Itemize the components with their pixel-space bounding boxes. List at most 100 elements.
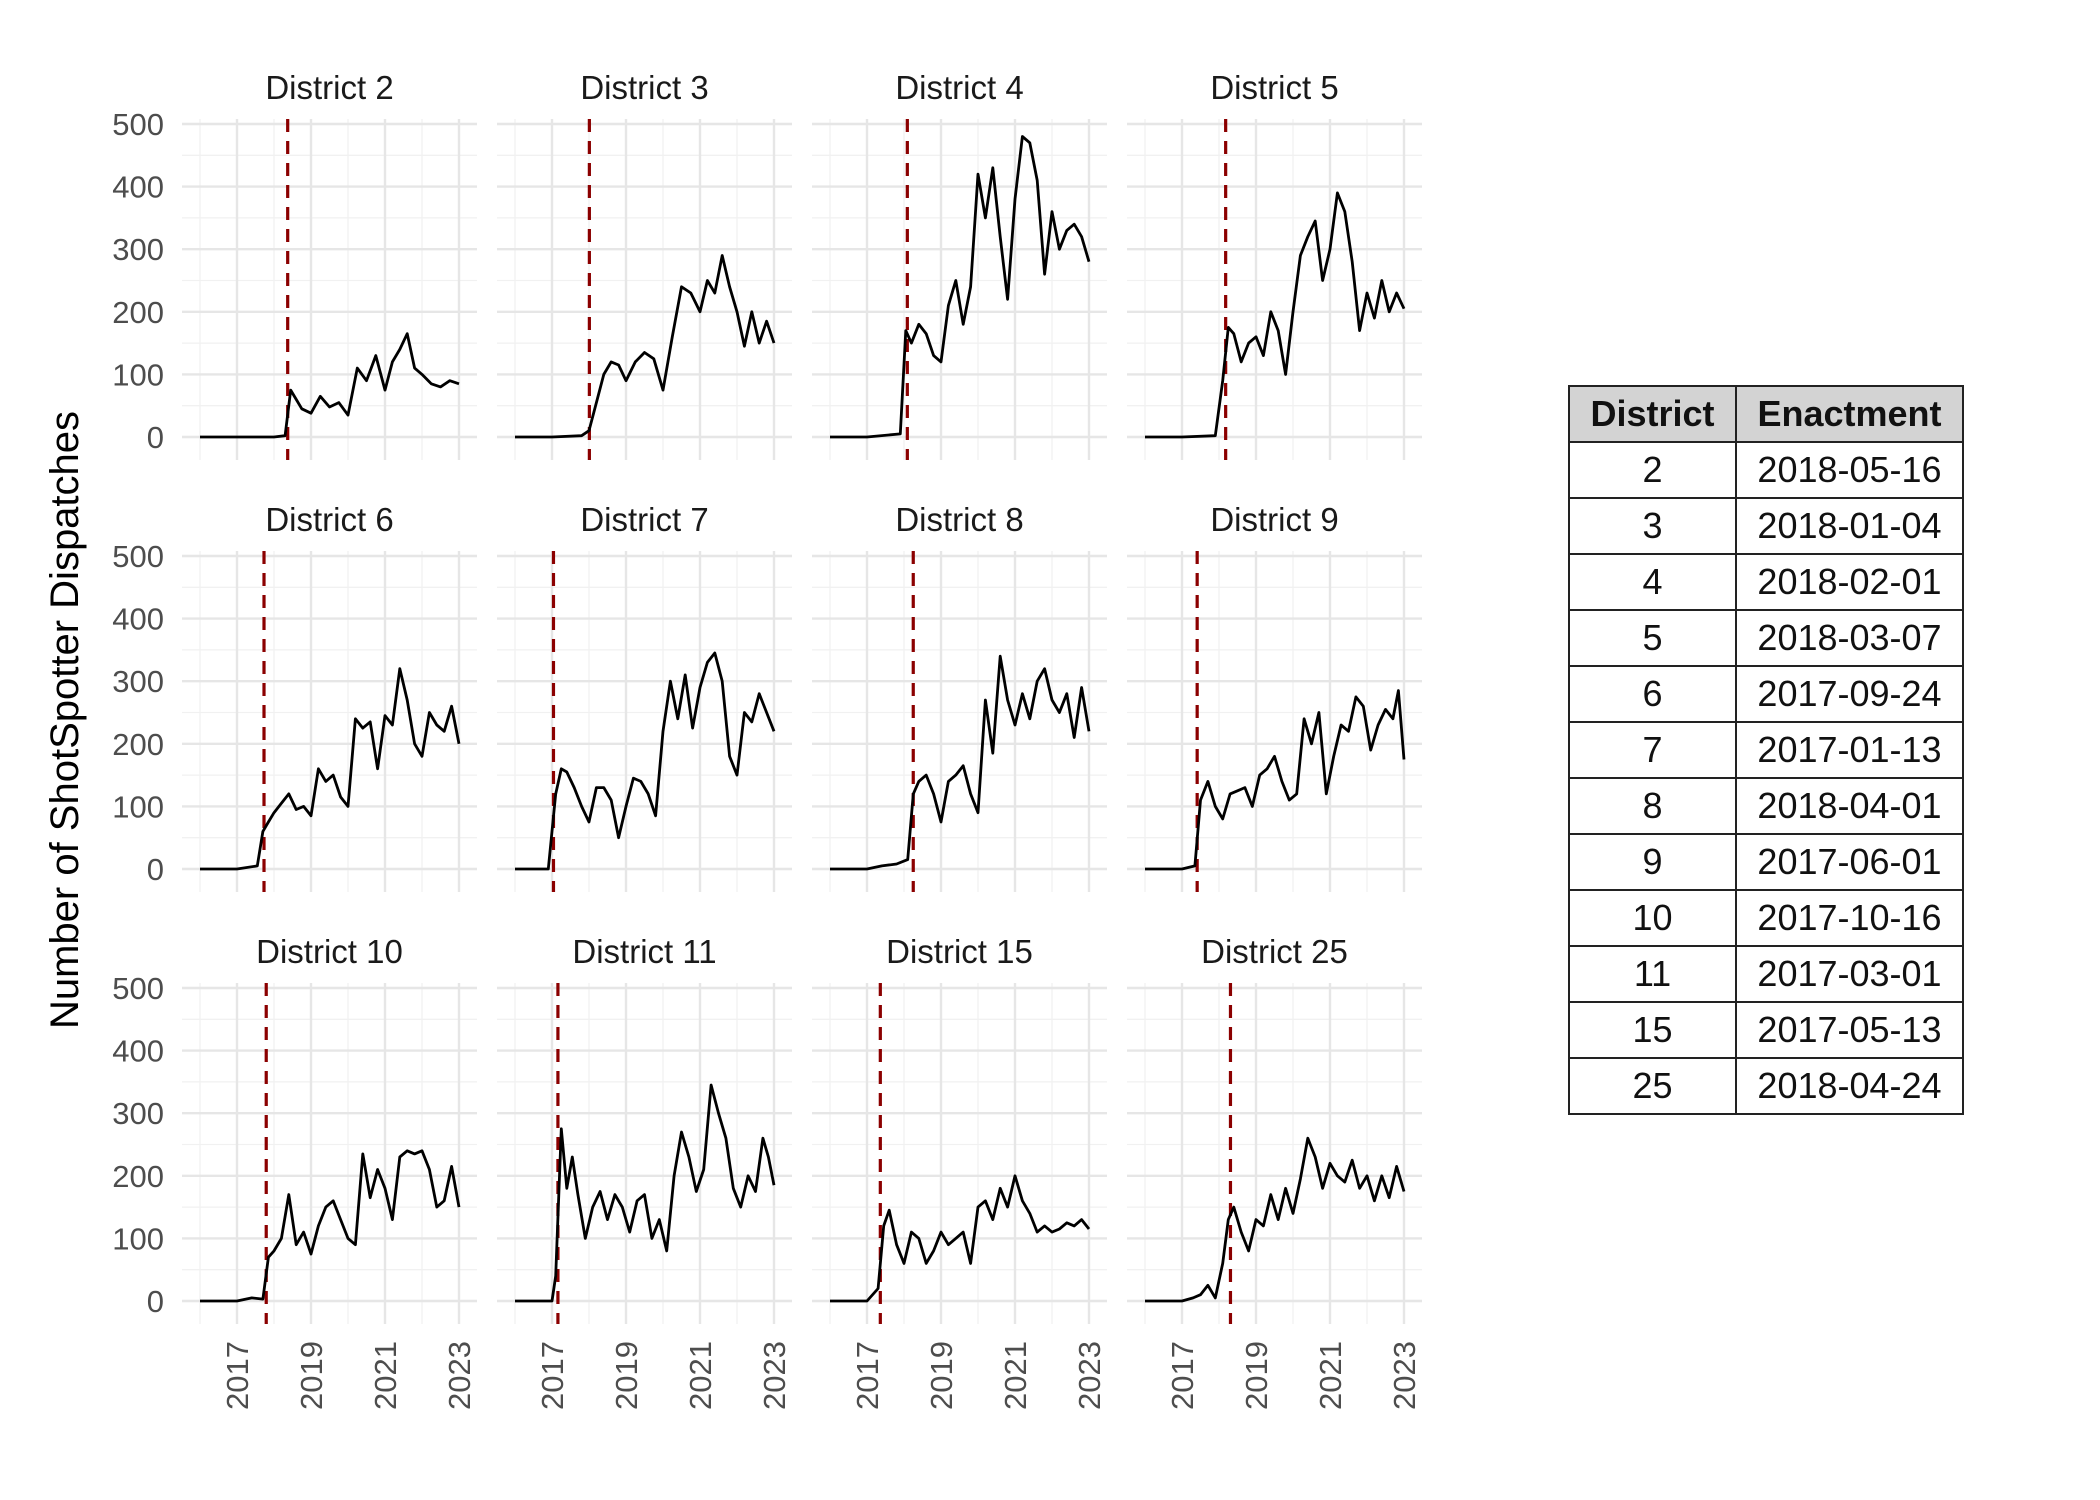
facet-panel: District 5 (1127, 69, 1422, 460)
series-line (1145, 1136, 1406, 1303)
table-cell-district: 15 (1568, 1001, 1737, 1059)
x-tick-label: 2021 (1313, 1341, 1348, 1410)
table-row: 15 2017-05-13 (1568, 1001, 1964, 1059)
x-tick-label: 2023 (1072, 1341, 1107, 1410)
facet-panel: District 25 2017 2019 2021 2023 (1127, 933, 1422, 1410)
y-tick-label: 400 (112, 170, 164, 205)
facet-panel: District 7 (497, 501, 792, 892)
series-line (200, 332, 460, 439)
y-tick-label: 400 (112, 1034, 164, 1069)
table-row: 5 2018-03-07 (1568, 609, 1964, 667)
x-tick-label: 2017 (220, 1341, 255, 1410)
panel-title: District 6 (265, 501, 393, 538)
table-cell-enactment: 2017-10-16 (1735, 889, 1964, 947)
table-row: 9 2017-06-01 (1568, 833, 1964, 891)
table-cell-district: 7 (1568, 721, 1737, 779)
series-line (830, 135, 1091, 439)
table-cell-enactment: 2017-01-13 (1735, 721, 1964, 779)
x-tick-label: 2023 (1387, 1341, 1422, 1410)
table-row: 10 2017-10-16 (1568, 889, 1964, 947)
y-tick-label: 0 (147, 1284, 164, 1319)
panel-title: District 5 (1210, 69, 1338, 106)
series-line (830, 1174, 1091, 1303)
facet-panel: District 8 (812, 501, 1107, 892)
panels-layer: District 2 0 100 200 300 400 500 District 3 Dist… (112, 69, 1422, 1410)
facet-panel: District 15 2017 2019 2021 2023 (812, 933, 1107, 1410)
table-cell-district: 8 (1568, 777, 1737, 835)
y-tick-label: 100 (112, 1221, 164, 1256)
y-tick-label: 300 (112, 232, 164, 267)
series-line (830, 654, 1091, 871)
panel-title: District 8 (895, 501, 1023, 538)
panel-title: District 15 (886, 933, 1033, 970)
x-tick-label: 2023 (442, 1341, 477, 1410)
y-tick-label: 300 (112, 664, 164, 699)
table-cell-enactment: 2018-04-01 (1735, 777, 1964, 835)
table-row: 25 2018-04-24 (1568, 1057, 1964, 1115)
y-tick-label: 500 (112, 107, 164, 142)
table-cell-district: 10 (1568, 889, 1737, 947)
series-line (200, 1149, 461, 1303)
table-cell-district: 11 (1568, 945, 1737, 1003)
facet-panel: District 3 (497, 69, 792, 460)
series-line (200, 667, 461, 871)
table-header-enactment: Enactment (1735, 385, 1964, 443)
y-tick-label: 200 (112, 295, 164, 330)
panel-title: District 4 (895, 69, 1023, 106)
table-row: 4 2018-02-01 (1568, 553, 1964, 611)
x-tick-label: 2021 (368, 1341, 403, 1410)
table-cell-district: 4 (1568, 553, 1737, 611)
table-row: 6 2017-09-24 (1568, 665, 1964, 723)
table-cell-enactment: 2017-03-01 (1735, 945, 1964, 1003)
panel-title: District 3 (580, 69, 708, 106)
x-tick-label: 2019 (1239, 1341, 1274, 1410)
x-tick-label: 2017 (850, 1341, 885, 1410)
facet-panel: District 4 (812, 69, 1107, 460)
series-line (515, 1083, 776, 1303)
table-row: 11 2017-03-01 (1568, 945, 1964, 1003)
series-line (515, 254, 776, 439)
table-cell-district: 6 (1568, 665, 1737, 723)
facet-panel: District 9 (1127, 501, 1422, 892)
y-tick-label: 500 (112, 539, 164, 574)
facet-panel: District 10 0 100 200 300 400 500 2017 2019 2021 2… (112, 933, 477, 1410)
table-cell-enactment: 2018-03-07 (1735, 609, 1964, 667)
table-cell-district: 5 (1568, 609, 1737, 667)
y-tick-label: 200 (112, 1159, 164, 1194)
panel-title: District 2 (265, 69, 393, 106)
table-cell-district: 2 (1568, 441, 1737, 499)
y-tick-label: 0 (147, 420, 164, 455)
y-tick-label: 200 (112, 727, 164, 762)
x-tick-label: 2017 (1165, 1341, 1200, 1410)
panel-title: District 9 (1210, 501, 1338, 538)
x-tick-label: 2019 (924, 1341, 959, 1410)
y-tick-label: 0 (147, 852, 164, 887)
table-row: 2 2018-05-16 (1568, 441, 1964, 499)
table-cell-enactment: 2018-02-01 (1735, 553, 1964, 611)
x-tick-label: 2023 (757, 1341, 792, 1410)
series-line (1145, 191, 1406, 439)
table-header-row: District Enactment (1568, 385, 1964, 443)
y-tick-label: 500 (112, 971, 164, 1006)
table-header-district: District (1568, 385, 1737, 443)
series-line (515, 651, 776, 871)
panel-title: District 10 (256, 933, 403, 970)
x-tick-label: 2021 (998, 1341, 1033, 1410)
x-tick-label: 2019 (609, 1341, 644, 1410)
y-tick-label: 300 (112, 1096, 164, 1131)
x-tick-label: 2019 (294, 1341, 329, 1410)
table-row: 7 2017-01-13 (1568, 721, 1964, 779)
table-cell-district: 25 (1568, 1057, 1737, 1115)
table-cell-district: 3 (1568, 497, 1737, 555)
enactment-table: District Enactment 2 2018-05-16 3 2018-01-0… (1568, 385, 1964, 1115)
panel-title: District 25 (1201, 933, 1348, 970)
y-tick-label: 100 (112, 357, 164, 392)
table-body: 2 2018-05-16 3 2018-01-04 4 2018-02-01 5 2018-0… (1568, 441, 1964, 1115)
table-row: 3 2018-01-04 (1568, 497, 1964, 555)
table-cell-enactment: 2017-06-01 (1735, 833, 1964, 891)
table-cell-enactment: 2018-01-04 (1735, 497, 1964, 555)
table-cell-enactment: 2018-04-24 (1735, 1057, 1964, 1115)
y-tick-label: 400 (112, 602, 164, 637)
table-row: 8 2018-04-01 (1568, 777, 1964, 835)
